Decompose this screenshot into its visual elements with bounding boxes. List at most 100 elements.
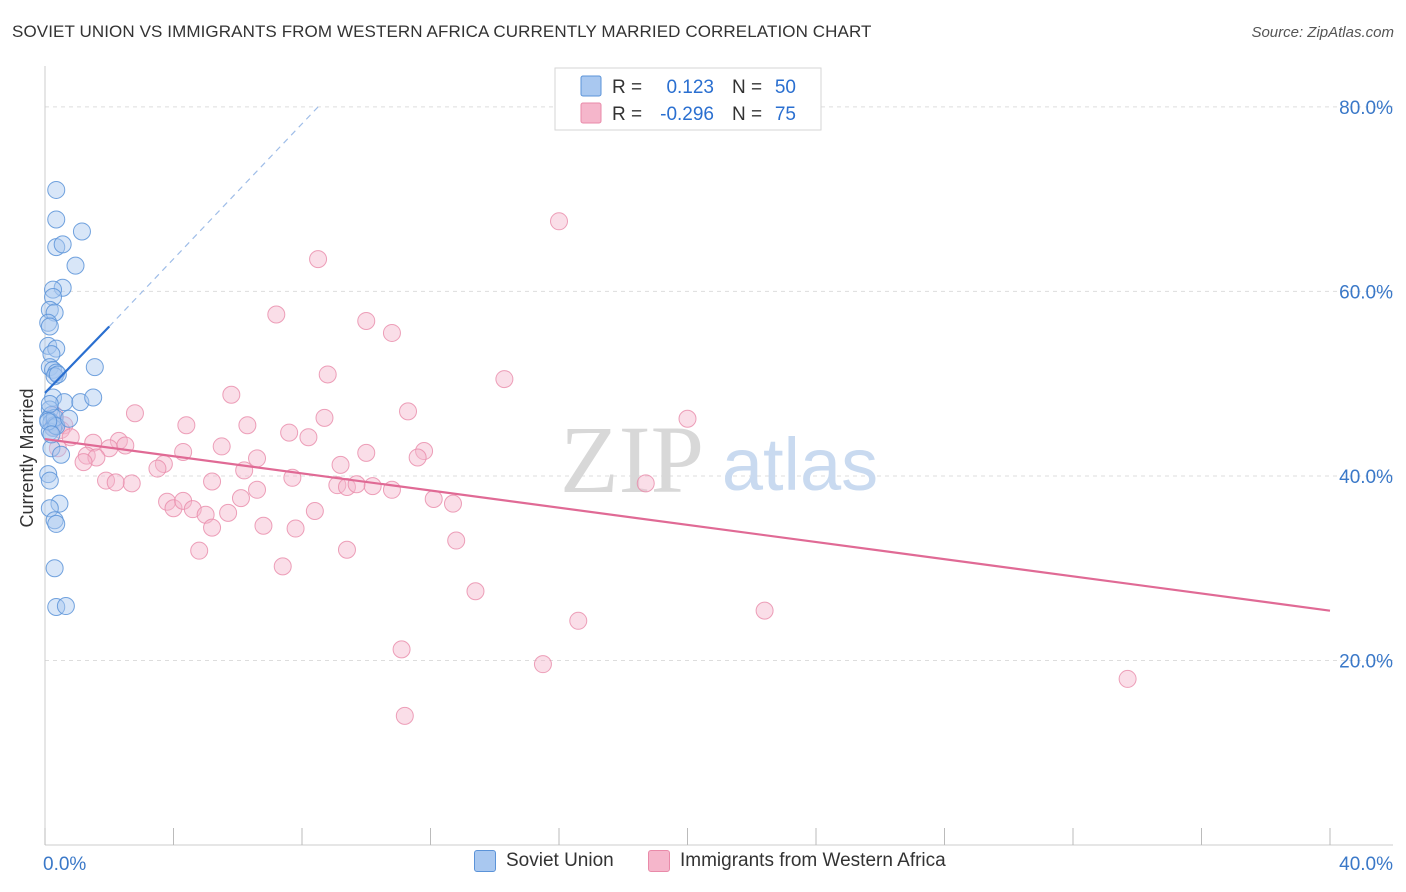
legend-n-label-1: N =	[732, 77, 762, 98]
point-soviet-union	[40, 499, 59, 518]
point-soviet-union	[53, 235, 72, 254]
point-soviet-union	[72, 222, 91, 241]
legend-item-soviet-union[interactable]: Soviet Union	[474, 850, 614, 872]
point-western-africa	[286, 519, 305, 538]
point-western-africa	[399, 402, 418, 421]
legend-swatch-blue	[580, 75, 602, 97]
point-soviet-union	[47, 339, 66, 358]
point-western-africa	[347, 475, 366, 494]
point-soviet-union	[40, 317, 59, 336]
point-soviet-union	[66, 256, 85, 275]
point-western-africa	[248, 480, 267, 499]
point-western-africa	[357, 443, 376, 462]
point-western-africa	[382, 323, 401, 342]
point-western-africa	[222, 385, 241, 404]
point-western-africa	[447, 531, 466, 550]
x-tick-label-min: 0.0%	[43, 854, 86, 875]
source-credit: Source: ZipAtlas.com	[1251, 24, 1394, 41]
point-western-africa	[1118, 669, 1137, 688]
point-western-africa	[415, 442, 434, 461]
point-soviet-union	[52, 445, 71, 464]
grid-lines	[45, 106, 1393, 661]
stats-legend: R = 0.123 N = 50 R = -0.296 N = 75	[554, 67, 822, 131]
legend-r-label-2: R =	[612, 104, 642, 125]
point-western-africa	[219, 503, 238, 522]
y-tick-label-60: 60.0%	[1339, 282, 1393, 303]
point-soviet-union	[85, 358, 104, 377]
point-soviet-union	[47, 514, 66, 533]
legend-label-soviet-union: Soviet Union	[506, 850, 614, 871]
point-western-africa	[305, 502, 324, 521]
point-soviet-union	[47, 180, 66, 199]
point-western-africa	[190, 541, 209, 560]
point-western-africa	[337, 540, 356, 559]
point-soviet-union	[40, 394, 59, 413]
trendline-soviet-union-extension	[108, 106, 319, 327]
legend-r-value-2: -0.296	[660, 104, 714, 125]
point-soviet-union	[40, 471, 59, 490]
trendline-western-africa	[44, 437, 1331, 612]
y-tick-label-40: 40.0%	[1339, 467, 1393, 488]
point-western-africa	[203, 518, 222, 537]
point-western-africa	[74, 453, 93, 472]
point-western-africa	[331, 455, 350, 474]
point-soviet-union	[45, 367, 64, 386]
point-western-africa	[424, 490, 443, 509]
point-soviet-union	[45, 559, 64, 578]
point-western-africa	[636, 474, 655, 493]
point-western-africa	[177, 416, 196, 435]
point-western-africa	[408, 448, 427, 467]
point-western-africa	[755, 601, 774, 620]
x-tick-label-max: 40.0%	[1339, 854, 1393, 875]
point-western-africa	[357, 311, 376, 330]
series-legend: Soviet Union Immigrants from Western Afr…	[0, 850, 1406, 880]
point-soviet-union	[44, 280, 63, 299]
axes	[44, 66, 1393, 846]
legend-label-western-africa: Immigrants from Western Africa	[680, 850, 946, 871]
point-western-africa	[148, 459, 167, 478]
point-western-africa	[158, 492, 177, 511]
point-soviet-union	[47, 210, 66, 229]
point-soviet-union	[47, 597, 66, 616]
legend-item-western-africa[interactable]: Immigrants from Western Africa	[648, 850, 946, 872]
point-soviet-union	[48, 365, 67, 384]
point-western-africa	[466, 582, 485, 601]
legend-n-label-2: N =	[732, 104, 762, 125]
watermark: ZIP atlas	[560, 406, 878, 513]
point-western-africa	[363, 477, 382, 496]
series-soviet-union	[39, 180, 104, 616]
point-western-africa	[318, 365, 337, 384]
point-western-africa	[309, 250, 328, 269]
point-soviet-union	[84, 388, 103, 407]
point-soviet-union	[39, 465, 58, 484]
legend-n-value-2: 75	[775, 104, 796, 125]
watermark-zip: ZIP	[560, 406, 704, 513]
point-soviet-union	[50, 494, 69, 513]
tick-labels: 20.0% 40.0% 60.0% 80.0% 0.0% 40.0%	[43, 98, 1393, 875]
point-western-africa	[280, 423, 299, 442]
point-western-africa	[238, 416, 257, 435]
point-western-africa	[395, 706, 414, 725]
point-western-africa	[164, 499, 183, 518]
point-western-africa	[678, 409, 697, 428]
point-western-africa	[106, 473, 125, 492]
point-western-africa	[122, 474, 141, 493]
point-western-africa	[533, 655, 552, 674]
point-soviet-union	[45, 303, 64, 322]
legend-swatch-pink	[580, 102, 602, 124]
y-tick-label-80: 80.0%	[1339, 98, 1393, 119]
watermark-atlas: atlas	[722, 423, 878, 506]
legend-swatch-western-africa	[648, 850, 670, 872]
point-western-africa	[315, 408, 334, 427]
point-western-africa	[231, 489, 250, 508]
point-western-africa	[248, 449, 267, 468]
point-soviet-union	[42, 345, 61, 364]
point-soviet-union	[55, 393, 74, 412]
trendline-soviet-union	[44, 325, 111, 394]
point-western-africa	[273, 557, 292, 576]
y-axis-label: Currently Married	[17, 388, 37, 527]
point-western-africa	[569, 611, 588, 630]
legend-n-value-1: 50	[775, 77, 796, 98]
point-western-africa	[299, 428, 318, 447]
point-western-africa	[550, 212, 568, 231]
